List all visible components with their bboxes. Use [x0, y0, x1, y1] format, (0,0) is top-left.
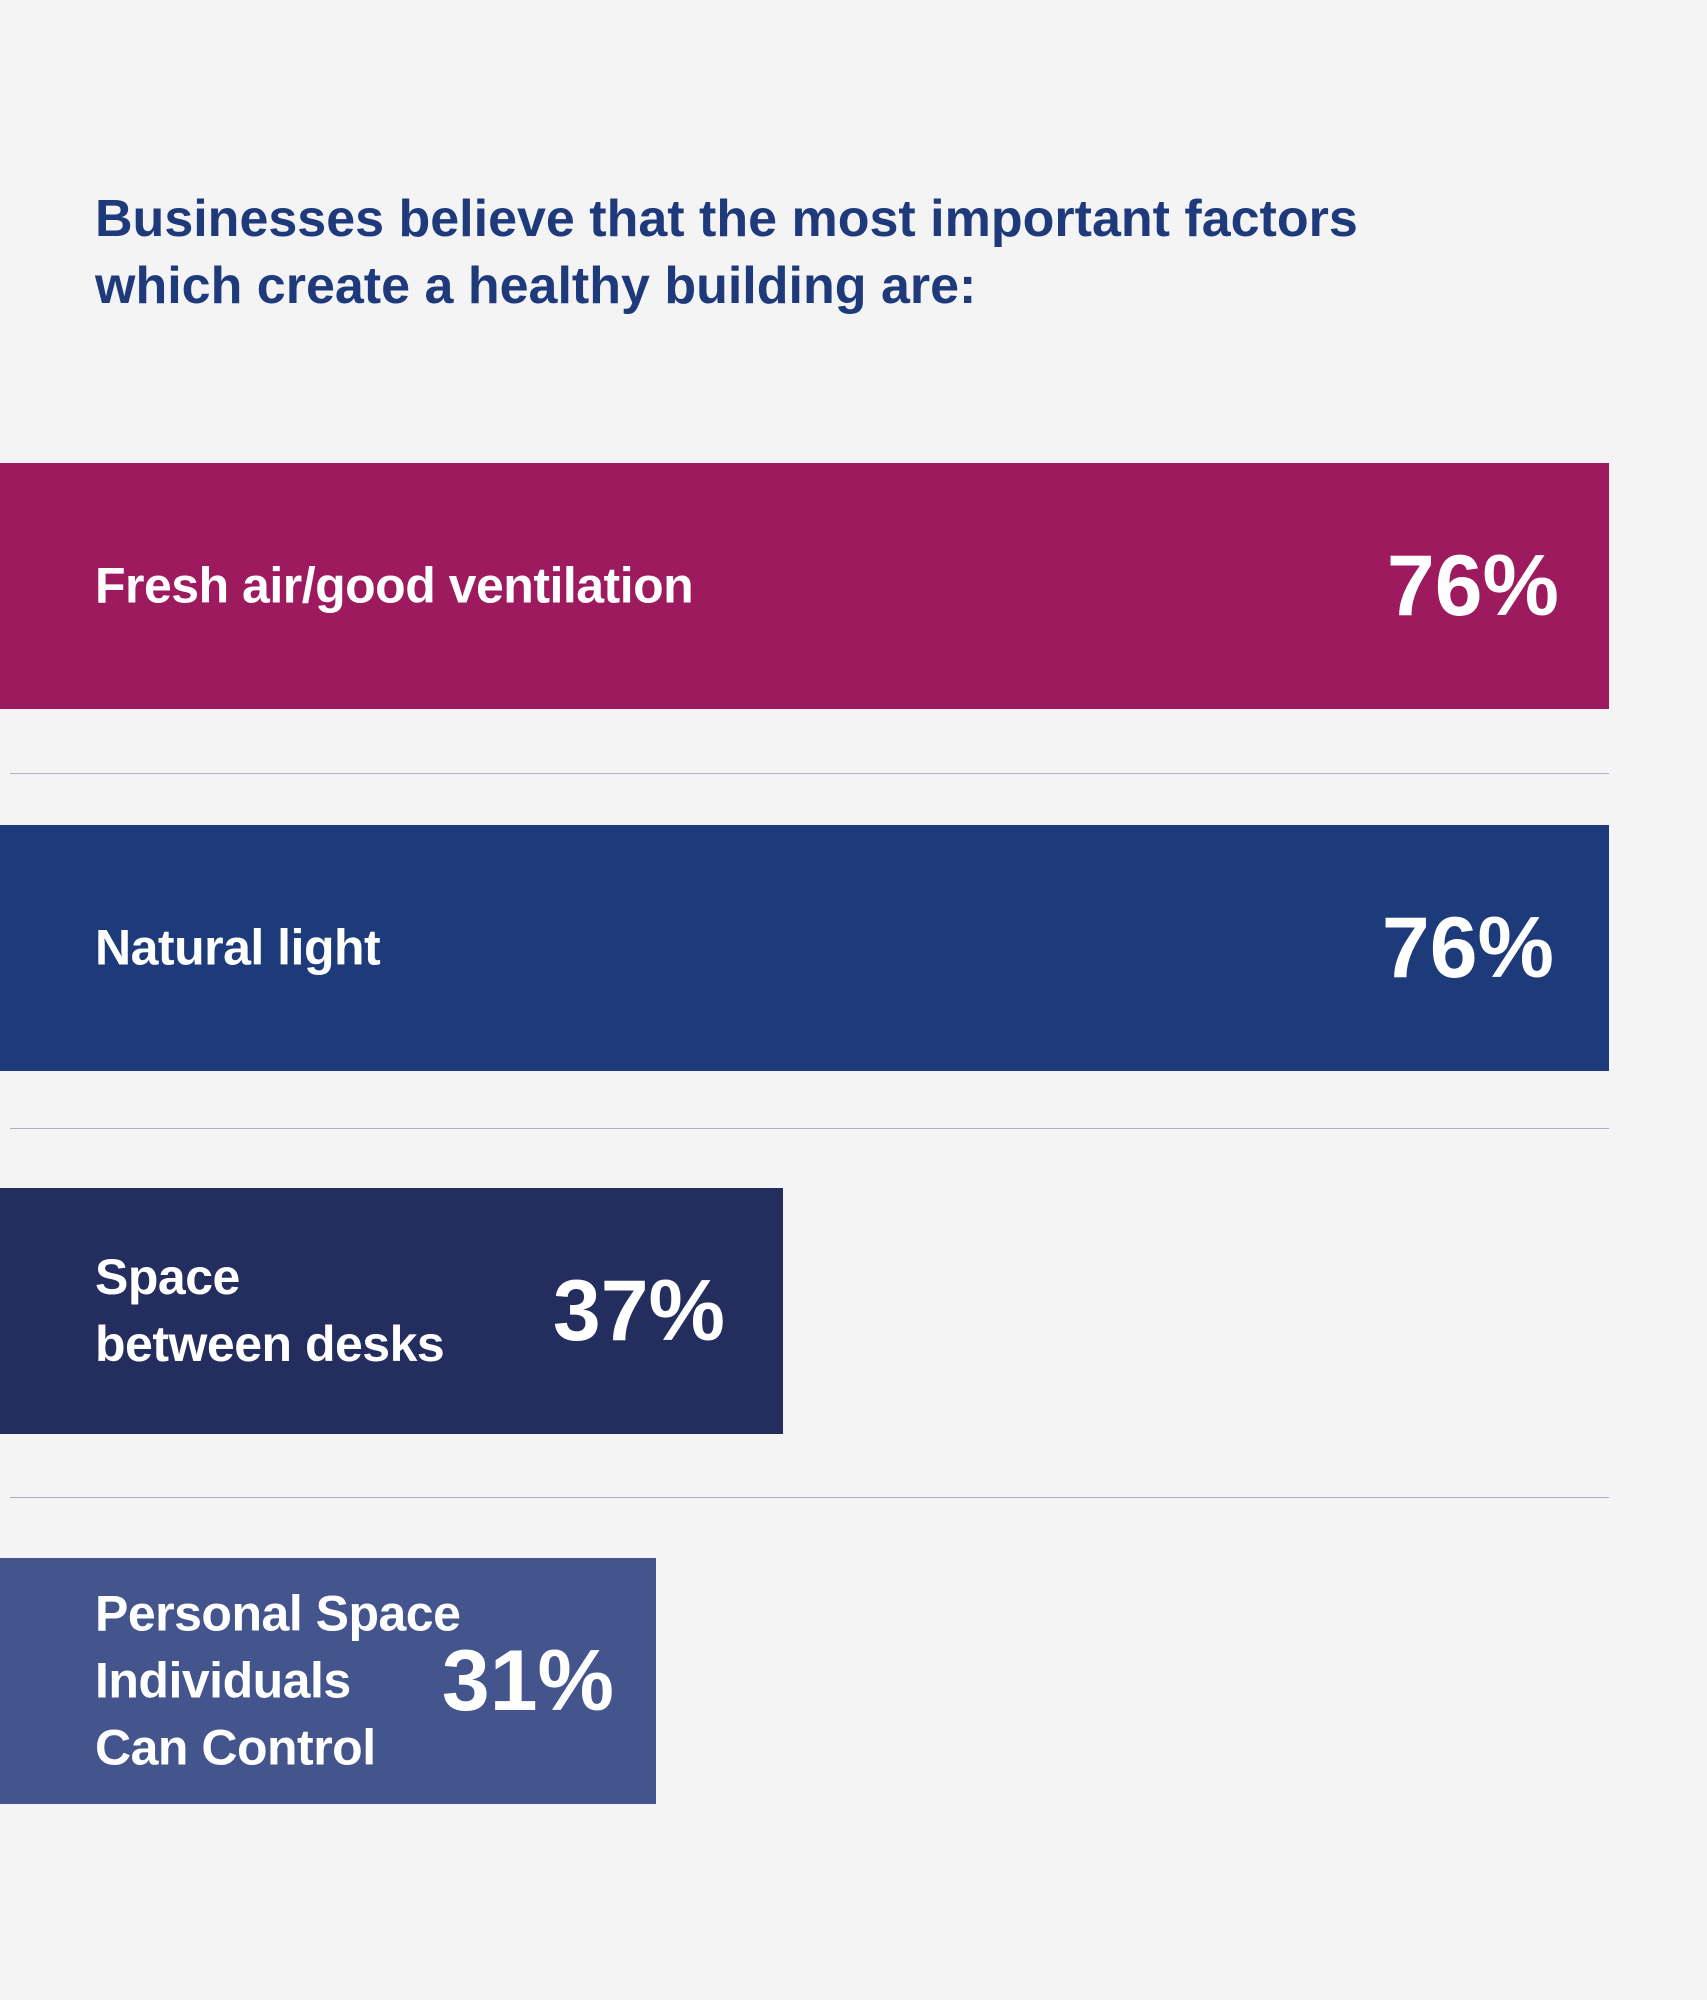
bar-value-label: 31% [441, 1633, 614, 1729]
bar-label-line: Individuals [95, 1652, 351, 1709]
bar-label-line: Space [95, 1249, 240, 1305]
chart-title: Businesses believe that the most importa… [95, 186, 1395, 320]
bar-label-line: Natural light [95, 919, 381, 976]
chart-title-line-2: which create a healthy building are: [95, 257, 977, 315]
chart-title-line-1: Businesses believe that the most importa… [95, 190, 1358, 248]
bar-value-label: 76% [1386, 538, 1559, 634]
bar-label-line: Personal Space [95, 1585, 461, 1642]
bar-label: Natural light [95, 915, 381, 982]
divider-line [10, 773, 1609, 774]
bar-1: Fresh air/good ventilation 76% [0, 463, 1609, 709]
bar-label-line: between desks [95, 1316, 445, 1372]
bar-value-label: 76% [1381, 900, 1554, 996]
bar-label-line: Can Control [95, 1719, 376, 1776]
bar-label-line: Fresh air/good ventilation [95, 557, 694, 614]
bar-2: Natural light 76% [0, 825, 1609, 1071]
bar-value-label: 37% [552, 1263, 725, 1359]
divider-line [10, 1128, 1609, 1129]
bar-label: Space between desks [95, 1244, 445, 1378]
bar-4: Personal Space Individuals Can Control 31% [0, 1558, 656, 1804]
divider-line [10, 1497, 1609, 1498]
bar-3: Space between desks 37% [0, 1188, 783, 1434]
bar-label: Personal Space Individuals Can Control [95, 1581, 461, 1782]
bar-label: Fresh air/good ventilation [95, 553, 694, 620]
